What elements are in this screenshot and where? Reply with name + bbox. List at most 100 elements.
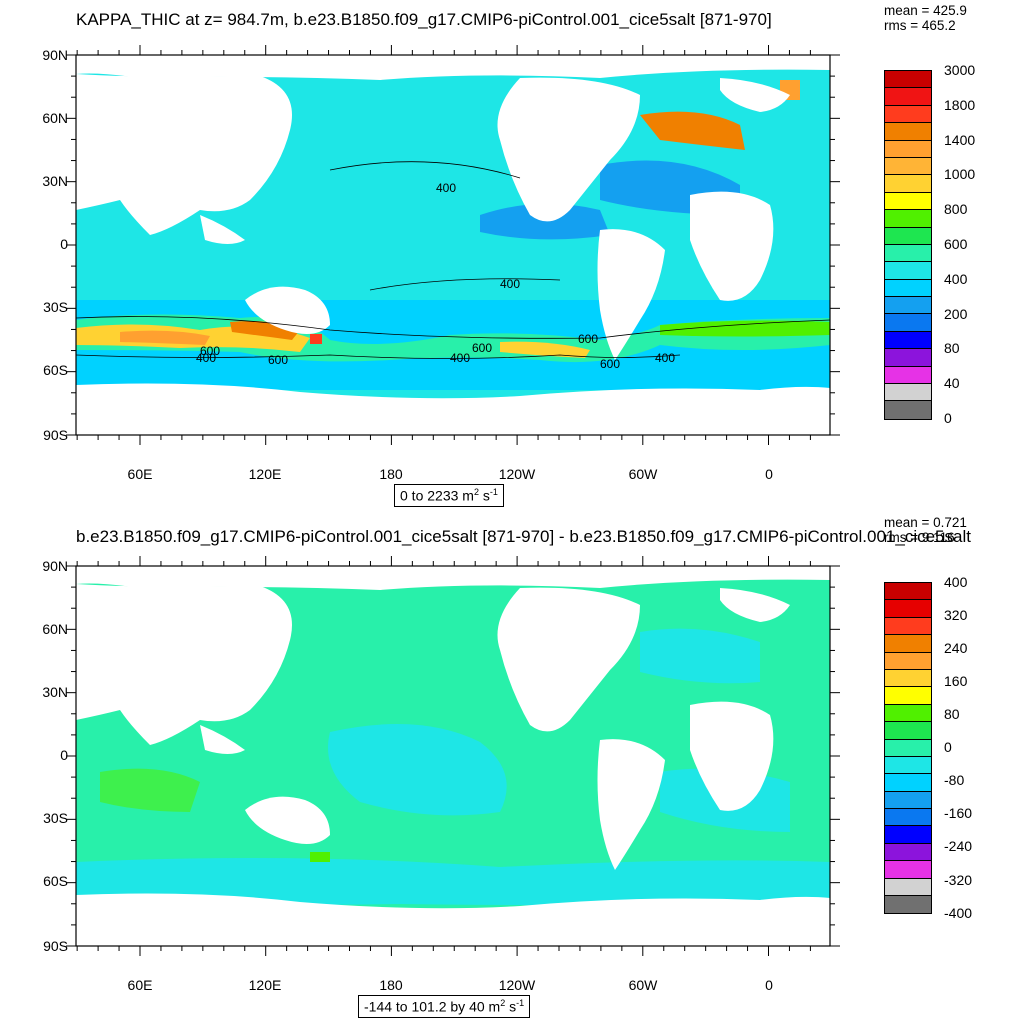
top-acc-orange-indian — [120, 330, 210, 345]
top-eurasia-land — [76, 74, 292, 235]
top-legend-swatch — [885, 192, 931, 211]
top-lon-label: 60W — [629, 466, 659, 482]
top-legend-swatch — [885, 140, 931, 158]
top-legend-label: 3000 — [944, 62, 976, 78]
bottom-units: m — [488, 998, 501, 1015]
bottom-units-tail: s — [505, 998, 517, 1015]
top-contour-label: 600 — [578, 332, 598, 346]
top-legend-swatch — [885, 401, 931, 419]
top-contour-label: 400 — [500, 277, 520, 291]
bottom-lon-label: 180 — [379, 977, 403, 993]
top-legend-swatch — [885, 175, 931, 193]
top-contour-label: 600 — [472, 341, 492, 355]
top-natl-orange — [640, 111, 745, 150]
top-range-text: 0 to 2233 — [400, 487, 459, 504]
bottom-australia-land — [245, 796, 330, 844]
bottom-legend-swatch — [885, 635, 931, 653]
top-legend-swatch — [885, 244, 931, 263]
bottom-lat-label: 90N — [42, 558, 68, 574]
bottom-lat-label: 30S — [43, 810, 68, 826]
top-lat-label: 30N — [42, 173, 68, 189]
top-contour-line — [369, 278, 561, 291]
bottom-legend-label: -240 — [944, 838, 973, 855]
bottom-legend-label: 320 — [944, 607, 968, 624]
top-lon-label: 0 — [765, 466, 773, 482]
bottom-south-america-land — [597, 739, 665, 870]
top-greenland-land — [720, 78, 790, 112]
bottom-lat-label: 0 — [60, 747, 68, 763]
bottom-legend-label: 0 — [944, 739, 952, 756]
bottom-lat-label: 60S — [43, 873, 68, 889]
top-contour-label: 400 — [450, 351, 470, 365]
top-legend-label: 600 — [944, 236, 968, 252]
bottom-legend-swatch — [885, 861, 931, 879]
bottom-lat-label: 30N — [42, 684, 68, 700]
top-contour-label: 400 — [655, 351, 675, 365]
bottom-legend-swatch — [885, 843, 931, 862]
top-legend-swatch — [885, 314, 931, 332]
top-legend-swatch — [885, 123, 931, 141]
top-legend-swatch — [885, 210, 931, 228]
top-atlantic-blue — [480, 203, 610, 240]
top-legend-swatch — [885, 262, 931, 280]
top-lat-label: 60S — [43, 362, 68, 378]
top-legend-label: 1800 — [944, 96, 976, 113]
top-acc-red-spot — [310, 334, 322, 344]
bottom-legend-swatch — [885, 826, 931, 844]
bottom-legend-swatch — [885, 756, 931, 775]
bottom-eurasia-land — [76, 584, 292, 745]
top-legend-label: 0 — [944, 410, 952, 426]
bottom-legend-label: 240 — [944, 640, 968, 657]
bottom-lon-label: 60W — [629, 977, 659, 993]
top-legend-swatch — [885, 366, 931, 385]
top-contour-label: 400 — [436, 181, 456, 195]
bottom-legend-label: -400 — [944, 904, 973, 921]
bottom-lon-label: 120E — [249, 977, 282, 993]
top-legend-swatch — [885, 88, 931, 106]
top-acc-yellow-pacific — [500, 341, 590, 358]
bottom-range-text: -144 to 101.2 by 40 — [364, 998, 485, 1015]
bottom-legend-label: 80 — [944, 706, 960, 723]
bottom-legend-swatch — [885, 809, 931, 827]
bottom-stats: mean = 0.721 rms = 9.116 — [884, 515, 967, 545]
bottom-legend-swatch — [885, 704, 931, 723]
bottom-map-title: b.e23.B1850.f09_g17.CMIP6-piControl.001_… — [76, 527, 971, 546]
bottom-legend-label: 400 — [944, 574, 968, 590]
top-tick-marks — [66, 45, 840, 445]
top-stats: mean = 425.9 rms = 465.2 — [884, 3, 967, 33]
bottom-africa-land — [690, 701, 774, 811]
top-lat-label: 30S — [43, 299, 68, 315]
top-units-tail: s — [478, 487, 490, 504]
top-indonesia-land — [200, 215, 245, 244]
top-lat-label: 0 — [60, 236, 68, 252]
bottom-pacific-cyan — [328, 724, 507, 816]
bottom-legend-label: -80 — [944, 772, 965, 789]
top-legend-swatch — [885, 279, 931, 298]
bottom-legend-label: -160 — [944, 805, 973, 822]
top-lat-label: 90N — [42, 47, 68, 63]
bottom-legend-swatch — [885, 722, 931, 740]
top-contour-line — [329, 161, 521, 179]
top-contour-label: 600 — [600, 357, 620, 371]
top-legend-label: 80 — [944, 340, 960, 357]
bottom-indian-green — [100, 768, 200, 812]
bottom-southern-cyan — [76, 858, 830, 906]
top-map-title: KAPPA_THIC at z= 984.7m, b.e23.B1850.f09… — [76, 10, 772, 29]
bottom-map-svg: 90N 60N 30N 0 30S 60S 90S 60E 120E 180 1… — [42, 556, 840, 993]
top-antarctica-land — [76, 383, 830, 435]
top-legend-label: 1000 — [944, 166, 976, 183]
bottom-legend-swatch — [885, 669, 931, 688]
top-south-america-land — [597, 229, 665, 360]
bottom-legend-swatch — [885, 652, 931, 670]
top-range-box: 0 to 2233 m2 s-1 — [394, 484, 504, 507]
bottom-lon-label: 0 — [765, 977, 773, 993]
top-lon-label: 180 — [379, 466, 403, 482]
top-units-exp: 2 — [473, 487, 479, 497]
bottom-natl-cyan — [640, 628, 760, 684]
bottom-rms: rms = 9.116 — [884, 530, 955, 545]
bottom-north-america-land — [497, 587, 640, 732]
top-australia-land — [245, 286, 330, 334]
top-units: m — [462, 487, 474, 504]
top-lon-label: 120E — [249, 466, 282, 482]
bottom-legend-label: 160 — [944, 673, 968, 690]
